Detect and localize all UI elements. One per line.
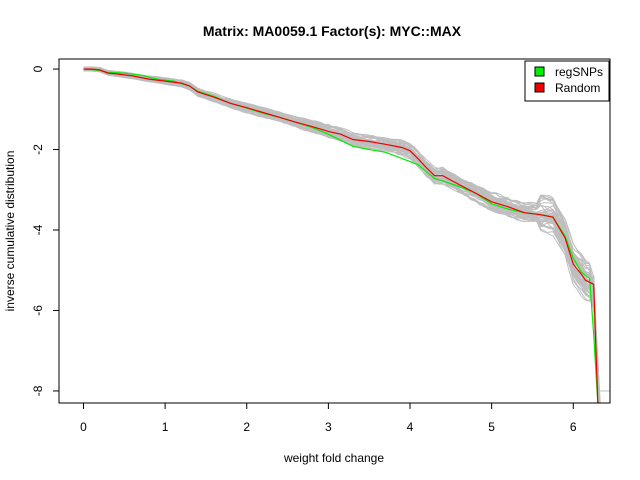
legend-swatch-random — [534, 82, 545, 93]
x-tick-label: 2 — [243, 420, 250, 434]
legend-label-random: Random — [555, 81, 600, 95]
random-background-line — [83, 68, 599, 403]
x-tick-label: 1 — [162, 420, 169, 434]
x-tick-label: 0 — [80, 420, 87, 434]
legend-swatch-regsnps — [534, 66, 545, 77]
x-tick-label: 6 — [570, 420, 577, 434]
y-axis: 0 -2 -4 -6 -8 — [31, 65, 60, 396]
legend-box — [524, 60, 610, 102]
y-tick-label: -6 — [31, 305, 45, 316]
x-tick-label: 5 — [488, 420, 495, 434]
chart-title: Matrix: MA0059.1 Factor(s): MYC::MAX — [203, 23, 462, 39]
y-axis-label: inverse cumulative distribution — [3, 151, 17, 312]
legend: regSNPs Random — [524, 60, 610, 102]
x-tick-label: 3 — [325, 420, 332, 434]
x-axis-label: weight fold change — [283, 451, 384, 465]
series-line-random — [83, 68, 599, 403]
y-tick-label: 0 — [31, 65, 45, 72]
series-lines — [83, 68, 599, 403]
y-tick-label: -8 — [31, 385, 45, 396]
y-tick-label: -2 — [31, 144, 45, 155]
y-tick-label: -4 — [31, 224, 45, 235]
legend-label-regsnps: regSNPs — [555, 65, 603, 79]
x-tick-label: 4 — [407, 420, 414, 434]
random-background-line — [83, 67, 601, 403]
x-axis: 0 1 2 3 4 5 6 — [80, 402, 577, 434]
